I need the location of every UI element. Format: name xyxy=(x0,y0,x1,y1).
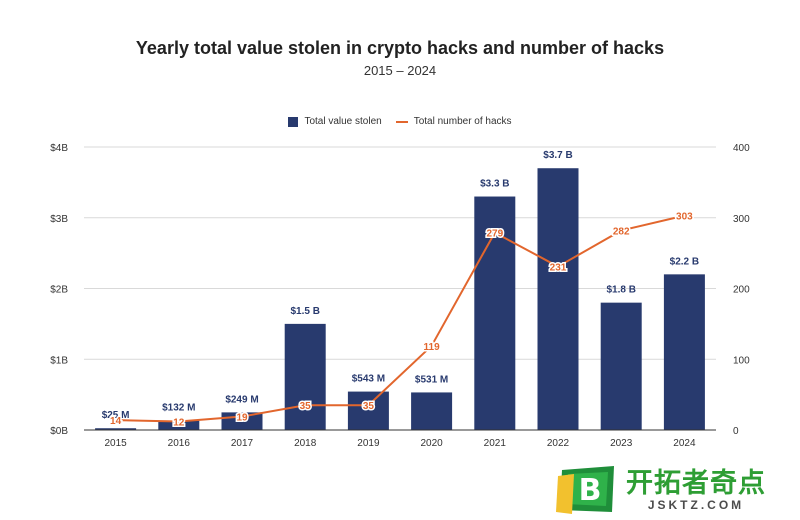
x-tick-label: 2023 xyxy=(610,438,633,449)
y-left-tick-label: $1B xyxy=(50,355,68,366)
x-tick-label: 2017 xyxy=(231,438,254,449)
bar-data-label: $1.5 B xyxy=(290,306,319,317)
watermark-subtext: JSKTZ.COM xyxy=(647,498,745,512)
watermark-logo-letter: B xyxy=(579,473,602,508)
line-data-label: 282 xyxy=(613,226,630,237)
y-right-tick-label: 100 xyxy=(733,355,750,366)
line-data-label: 231 xyxy=(550,263,567,274)
y-left-tick-label: $0B xyxy=(50,426,68,437)
line-series-number-of-hacks xyxy=(115,214,685,423)
x-tick-label: 2019 xyxy=(357,438,380,449)
chart-subtitle: 2015 – 2024 xyxy=(363,63,437,78)
y-left-tick-label: $2B xyxy=(50,285,68,296)
watermark: B 开拓者奇点 JSKTZ.COM xyxy=(548,460,800,520)
line-data-label: 279 xyxy=(486,229,503,240)
x-tick-label: 2015 xyxy=(104,438,127,449)
y-right-tick-label: 400 xyxy=(733,143,750,154)
bar-data-label: $25 M xyxy=(102,410,130,421)
x-tick-label: 2022 xyxy=(547,438,570,449)
legend-label-value-stolen: Total value stolen xyxy=(304,116,382,127)
line-data-label: 12 xyxy=(173,418,185,429)
bar xyxy=(411,392,453,430)
bar xyxy=(158,420,200,430)
line-data-label: 35 xyxy=(300,401,312,412)
line-data-label: 303 xyxy=(676,212,693,223)
chart-title: Yearly total value stolen in crypto hack… xyxy=(135,38,665,58)
bar-data-label: $531 M xyxy=(415,374,448,385)
y-right-tick-label: 300 xyxy=(733,214,750,225)
y-left-tick-label: $3B xyxy=(50,214,68,225)
y-left-tick-label: $4B xyxy=(50,143,68,154)
legend-bar-swatch xyxy=(288,116,299,127)
line-data-label: 14 xyxy=(110,416,122,427)
y-right-tick-label: 200 xyxy=(733,285,750,296)
bar xyxy=(95,428,137,430)
bar xyxy=(600,302,642,430)
line-data-label: 119 xyxy=(424,342,441,353)
watermark-text: 开拓者奇点 xyxy=(626,468,766,498)
legend-label-number-of-hacks: Total number of hacks xyxy=(413,116,512,127)
bar xyxy=(537,168,579,430)
bar-data-label: $132 M xyxy=(162,403,195,414)
line-data-label: 19 xyxy=(236,413,248,424)
bar-data-label: $3.3 B xyxy=(480,179,509,190)
line-data-label: 35 xyxy=(363,401,375,412)
bar-data-label: $1.8 B xyxy=(606,285,635,296)
legend-item-number-of-hacks: Total number of hacks xyxy=(395,116,512,127)
bar-data-label: $3.7 B xyxy=(543,150,572,161)
bar xyxy=(284,323,326,430)
bar-data-label: $2.2 B xyxy=(670,256,699,267)
x-tick-label: 2024 xyxy=(673,438,696,449)
legend: Total value stolen Total number of hacks xyxy=(0,116,800,127)
bar xyxy=(474,196,516,430)
watermark-logo-icon: B xyxy=(556,466,614,514)
y-right-tick-label: 0 xyxy=(733,426,739,437)
x-tick-label: 2018 xyxy=(294,438,317,449)
legend-item-value-stolen: Total value stolen xyxy=(288,116,382,127)
bar xyxy=(347,391,389,430)
x-tick-label: 2021 xyxy=(484,438,507,449)
bar xyxy=(663,274,705,430)
x-tick-label: 2020 xyxy=(420,438,443,449)
legend-line-swatch xyxy=(395,120,408,123)
x-tick-label: 2016 xyxy=(168,438,191,449)
bar-data-label: $249 M xyxy=(225,394,258,405)
bar-data-label: $543 M xyxy=(352,374,385,385)
